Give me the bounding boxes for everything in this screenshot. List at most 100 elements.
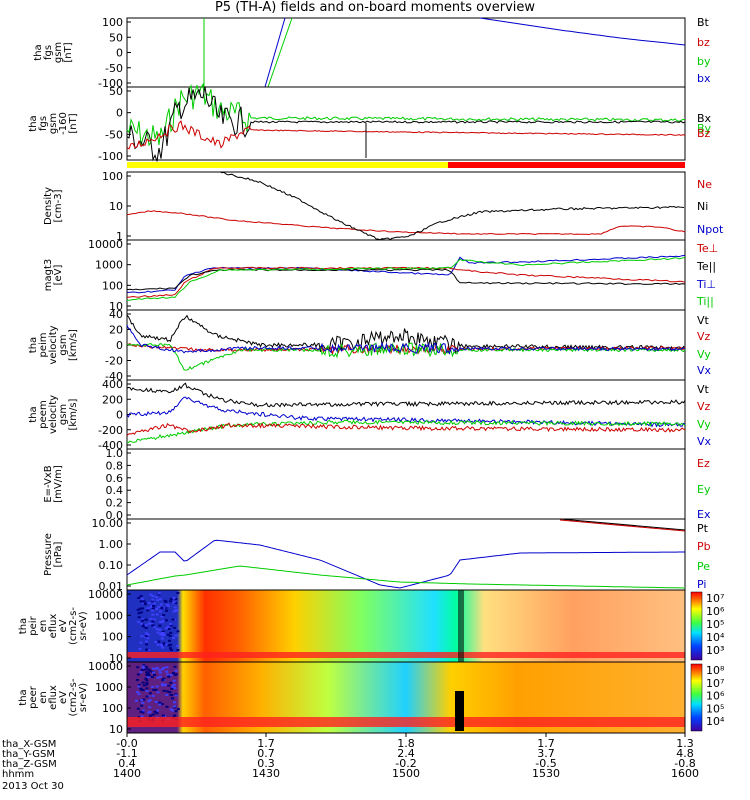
y-axis-label-line: tha	[33, 44, 44, 60]
spectrogram-speckle	[161, 619, 165, 622]
panel-frame	[126, 17, 686, 88]
y-tick-label: 100	[102, 16, 123, 29]
spectrogram-speckle	[167, 639, 171, 642]
series-vy	[126, 419, 686, 444]
y-axis-label: tha peem velocity gsm [km/s]	[28, 395, 79, 434]
spectrogram-speckle	[164, 607, 168, 610]
spectrogram-speckle	[172, 601, 176, 604]
series-vx	[126, 324, 686, 355]
spectrogram-speckle	[147, 700, 151, 703]
spectrogram-speckle	[142, 698, 146, 701]
spectrogram-speckle	[141, 666, 145, 669]
spectrogram-speckle	[169, 693, 173, 696]
y-tick-label: -400	[98, 439, 123, 452]
spectrogram-speckle	[144, 626, 148, 629]
y-axis-label-line: -160	[58, 112, 69, 135]
legend-entry: By	[697, 122, 712, 135]
x-axis-row-label: hhmm	[2, 769, 34, 780]
spectrogram-speckle	[176, 708, 180, 711]
spectrogram-speckle	[151, 624, 155, 627]
y-tick-label: 0	[116, 47, 123, 60]
spectrogram-speckle	[158, 701, 162, 704]
y-axis-label-line: eV	[58, 691, 69, 704]
spectrogram-speckle	[148, 622, 152, 625]
x-axis-tick-label: 0.3	[257, 757, 275, 770]
colorbar-gradient	[690, 591, 703, 661]
spectrogram-speckle	[169, 708, 173, 711]
spectrogram-speckle	[176, 592, 180, 595]
spectrogram-speckle	[165, 609, 169, 612]
spectrogram-speckle	[138, 607, 142, 610]
y-axis-label-line: [mV/m]	[53, 465, 64, 503]
y-tick-label: 100	[102, 702, 123, 715]
spectrogram-speckle	[147, 674, 151, 677]
y-tick-label: 0.0	[106, 509, 124, 522]
spectrogram-speckle	[155, 685, 159, 688]
y-axis-label-line: tha	[18, 689, 29, 705]
y-tick-label: 20	[109, 324, 123, 337]
spectrogram-speckle	[141, 709, 145, 712]
panel-p4: 10000 1000 100 10 magt3 [eV] Te⊥ Te|| Ti⊥ Ti||	[43, 238, 718, 313]
legend-entry: Vx	[697, 435, 712, 448]
spectrogram-speckle	[170, 697, 174, 700]
spectrogram-speckle	[151, 694, 155, 697]
spectrogram-speckle	[172, 636, 176, 639]
spectrogram-speckle	[154, 596, 158, 599]
spectrogram-speckle	[137, 596, 141, 599]
y-axis-label-line: fgs	[38, 116, 49, 131]
spectrogram-speckle	[176, 649, 180, 652]
spectrogram-speckle	[158, 598, 162, 601]
spectrogram-speckle	[144, 624, 148, 627]
x-axis-tick-label: 1600	[671, 767, 699, 780]
spectrogram-speckle	[156, 643, 160, 646]
spectrogram-speckle	[145, 687, 149, 690]
spectrogram-speckle	[156, 691, 160, 694]
y-tick-label: -100	[98, 150, 123, 163]
spectrogram-speckle	[141, 702, 145, 705]
spectrogram-speckle	[154, 667, 158, 670]
spectrogram-speckle	[136, 673, 140, 676]
y-axis-label: tha fgs gsm -160 [nT]	[28, 112, 79, 135]
legend-entry: Pe	[697, 560, 710, 573]
series-pi	[126, 539, 685, 589]
x-axis-row-label: tha_Z-GSM	[2, 759, 57, 770]
series-bx	[126, 86, 686, 162]
y-axis-label-line: (cm2-s-	[68, 678, 79, 716]
y-tick-label: -100	[98, 77, 123, 90]
legend-entry: Ni	[697, 200, 708, 213]
spectrogram-speckle	[154, 700, 158, 703]
spectrogram-speckle	[158, 628, 162, 631]
x-axis-row-label: tha_X-GSM	[2, 739, 56, 750]
y-tick-label: 1000	[95, 609, 123, 622]
spectrogram-speckle	[171, 618, 175, 621]
spectrogram-band	[127, 717, 685, 727]
x-axis-tick-label: -1.1	[116, 747, 137, 760]
spectrogram-speckle	[157, 640, 161, 643]
y-tick-label: -20	[105, 355, 123, 368]
spectrogram-speckle	[146, 609, 150, 612]
spectrogram-speckle	[150, 622, 154, 625]
y-axis-label-line: [km/s]	[68, 398, 79, 430]
spectrogram-speckle	[174, 634, 178, 637]
panel-p6: 400 200 0 -200 -400 tha peem velocity gsm [km/s] V…	[28, 378, 712, 452]
spectrogram-speckle	[161, 714, 165, 717]
spectrogram-speckle	[162, 643, 166, 646]
spectrogram-speckle	[161, 646, 165, 649]
spectrogram-speckle	[153, 673, 157, 676]
spectrogram-speckle	[160, 615, 164, 618]
panel-p7: 1.00.80.60.40.20.0 E=-VxB [mV/m] Ez Ey Ex	[43, 447, 711, 522]
spectrogram-speckle	[154, 688, 158, 691]
spectrogram-speckle	[142, 664, 146, 667]
spectrogram-speckle	[144, 632, 148, 635]
spectrogram-speckle	[169, 631, 173, 634]
spectrogram-speckle	[172, 683, 176, 686]
spectrogram-speckle	[151, 595, 155, 598]
spectrogram-speckle	[156, 667, 160, 670]
spectrogram-speckle	[167, 684, 171, 687]
legend-entry: Vy	[697, 418, 711, 431]
spectrogram-speckle	[149, 617, 153, 620]
spectrogram-speckle	[171, 672, 175, 675]
y-tick-label: 1.00	[99, 538, 124, 551]
x-axis-tick-label: 3.7	[537, 747, 555, 760]
